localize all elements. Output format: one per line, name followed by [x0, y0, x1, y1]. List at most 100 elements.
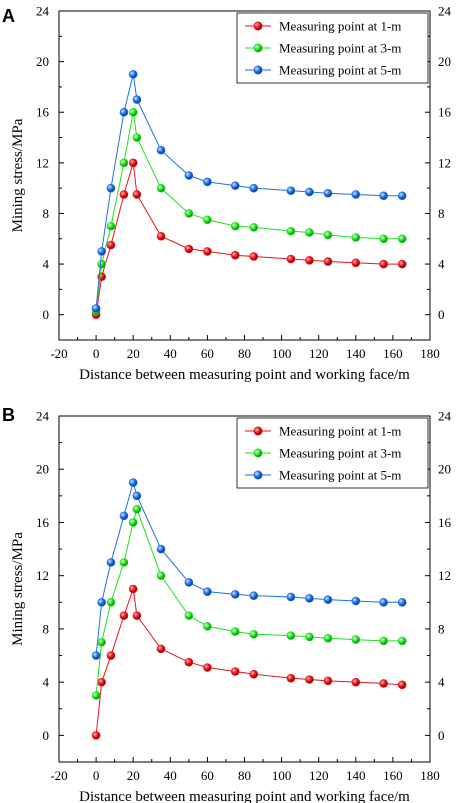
- data-point: [286, 631, 296, 640]
- y-tick-label-left: 0: [43, 728, 50, 743]
- y-tick-label-right: 0: [438, 307, 445, 322]
- data-point: [305, 632, 314, 642]
- data-point: [230, 181, 240, 190]
- x-tick-label: 140: [346, 346, 366, 361]
- legend-marker: [253, 43, 263, 53]
- y-tick-label-left: 12: [36, 155, 49, 170]
- x-tick-label: 140: [346, 768, 366, 783]
- data-point: [106, 558, 116, 567]
- data-point: [397, 680, 407, 690]
- legend-marker: [253, 448, 263, 458]
- data-point: [379, 679, 388, 688]
- legend: Measuring point at 1-m Measuring point at…: [236, 417, 429, 489]
- legend-label: Measuring point at 1-m: [279, 19, 401, 34]
- data-point: [128, 518, 138, 527]
- y-tick-label-right: 20: [438, 54, 451, 69]
- data-point: [230, 250, 240, 260]
- series-1: [91, 584, 407, 740]
- y-tick-label-left: 4: [43, 257, 50, 272]
- data-point: [397, 259, 407, 269]
- data-point: [323, 188, 333, 198]
- x-axis-title: Distance between measuring point and wor…: [79, 789, 410, 803]
- data-point: [119, 158, 129, 168]
- data-point: [184, 244, 194, 254]
- y-tick-label-right: 16: [438, 515, 452, 530]
- series-2: [91, 107, 407, 316]
- data-point: [128, 478, 138, 487]
- y-tick-label-right: 8: [438, 621, 445, 636]
- series-1: [91, 158, 407, 319]
- x-tick-label: 0: [93, 346, 100, 361]
- data-point: [184, 171, 194, 180]
- data-point: [97, 247, 106, 256]
- y-tick-label-right: 8: [438, 206, 445, 221]
- data-point: [132, 611, 142, 620]
- data-point: [305, 594, 314, 603]
- chart-panel-b: B -20 0 20 40 60 80 100 120 140 160 180 0 0 4 4 8 8 12 12 16…: [2, 405, 452, 803]
- data-point: [203, 587, 212, 596]
- data-point: [203, 663, 212, 672]
- y-tick-label-right: 20: [438, 462, 451, 477]
- y-tick-label-left: 8: [43, 206, 50, 221]
- x-tick-label: 180: [420, 768, 440, 783]
- data-point: [397, 598, 407, 607]
- data-point: [397, 234, 407, 244]
- data-point: [97, 677, 106, 687]
- data-point: [286, 673, 296, 683]
- x-tick-label: 120: [309, 768, 329, 783]
- data-point: [128, 158, 138, 168]
- data-point: [119, 511, 129, 521]
- data-point: [132, 504, 142, 514]
- data-point: [91, 651, 101, 660]
- data-point: [132, 190, 142, 199]
- data-point: [184, 611, 194, 620]
- data-point: [379, 636, 388, 646]
- data-point: [156, 145, 166, 155]
- data-point: [91, 691, 101, 700]
- data-point: [97, 598, 106, 607]
- data-point: [156, 571, 166, 580]
- y-axis-title: Mining stress/MPa: [10, 532, 26, 646]
- data-point: [156, 544, 166, 554]
- data-point: [249, 252, 259, 261]
- y-tick-label-left: 16: [36, 515, 50, 530]
- data-point: [230, 590, 240, 599]
- legend-label: Measuring point at 3-m: [279, 41, 401, 56]
- data-point: [397, 636, 407, 646]
- data-point: [351, 233, 361, 242]
- data-point: [156, 183, 166, 193]
- data-point: [379, 259, 388, 269]
- data-point: [128, 584, 138, 594]
- y-tick-label-right: 24: [438, 409, 452, 424]
- y-axis-title: Mining stress/MPa: [10, 118, 26, 232]
- data-point: [106, 221, 116, 231]
- legend: Measuring point at 1-m Measuring point at…: [236, 12, 429, 84]
- legend-marker: [253, 65, 263, 75]
- panel-label: A: [2, 6, 15, 26]
- data-point: [323, 676, 333, 686]
- data-point: [305, 675, 314, 684]
- data-point: [230, 627, 240, 636]
- data-point: [156, 231, 166, 241]
- data-point: [91, 304, 101, 313]
- y-tick-label-right: 0: [438, 728, 445, 743]
- data-point: [323, 633, 333, 643]
- x-tick-label: 80: [238, 346, 251, 361]
- series-line: [95, 480, 403, 656]
- data-point: [106, 240, 116, 250]
- y-tick-label-left: 20: [36, 462, 49, 477]
- data-point: [249, 591, 259, 600]
- y-tick-label-right: 12: [438, 568, 451, 583]
- data-point: [379, 598, 388, 607]
- series-3: [91, 478, 407, 660]
- data-point: [351, 596, 361, 606]
- data-point: [106, 651, 116, 660]
- data-point: [203, 177, 212, 187]
- x-tick-label: 40: [164, 346, 177, 361]
- series-line: [95, 112, 403, 311]
- series-line: [95, 588, 403, 736]
- data-point: [286, 226, 296, 236]
- series-3: [91, 69, 407, 313]
- data-point: [249, 669, 259, 679]
